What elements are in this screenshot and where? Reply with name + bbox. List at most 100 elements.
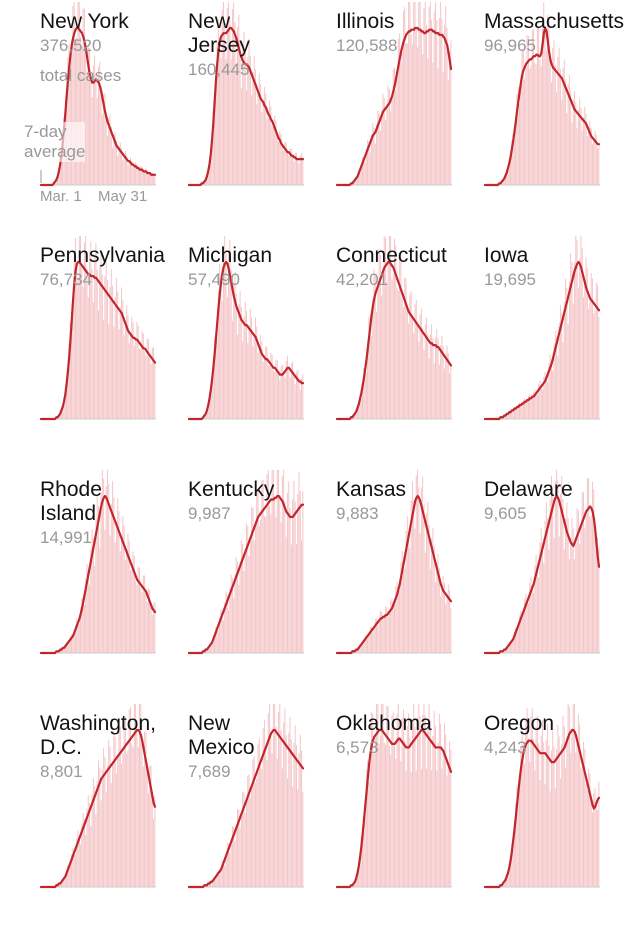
daily-bar bbox=[568, 281, 570, 419]
daily-bar bbox=[289, 148, 291, 185]
seven-day-average-line bbox=[39, 260, 157, 421]
state-chart-pennsylvania: Pennsylvania 76,734 bbox=[39, 234, 188, 468]
daily-bar bbox=[354, 180, 356, 185]
daily-bar bbox=[540, 528, 542, 653]
daily-bar bbox=[78, 2, 80, 185]
state-name: Iowa bbox=[484, 244, 529, 267]
daily-bar bbox=[207, 402, 209, 419]
daily-bar bbox=[426, 768, 427, 887]
daily-bar bbox=[299, 389, 301, 419]
daily-bar bbox=[548, 19, 550, 186]
state-chart-new-jersey: New Jersey 160,445 bbox=[187, 0, 336, 234]
daily-bar bbox=[543, 742, 545, 887]
daily-bar bbox=[287, 355, 288, 419]
daily-bar bbox=[229, 18, 231, 185]
daily-bar bbox=[410, 772, 412, 887]
daily-bar bbox=[548, 745, 550, 887]
daily-bar bbox=[373, 753, 375, 887]
daily-bar bbox=[442, 72, 444, 185]
daily-bar bbox=[68, 865, 70, 887]
daily-bar bbox=[518, 402, 520, 419]
daily-bar bbox=[376, 124, 378, 185]
daily-bar bbox=[504, 648, 506, 653]
daily-bar bbox=[520, 746, 522, 887]
daily-bar bbox=[595, 282, 597, 419]
daily-bar bbox=[258, 526, 260, 653]
daily-bar bbox=[99, 547, 101, 653]
daily-bar bbox=[205, 180, 206, 185]
seven-day-average-line bbox=[39, 494, 157, 655]
state-total-cases: 376,520 bbox=[40, 36, 102, 55]
daily-bar bbox=[249, 308, 251, 419]
daily-bar bbox=[151, 172, 153, 185]
daily-bar bbox=[406, 516, 408, 653]
daily-bar bbox=[565, 767, 567, 887]
daily-bar bbox=[545, 502, 547, 653]
daily-bar bbox=[404, 277, 406, 419]
daily-bar bbox=[211, 384, 213, 419]
daily-bar bbox=[243, 31, 245, 186]
daily-bar bbox=[400, 562, 402, 653]
daily-bar bbox=[217, 871, 219, 887]
daily-bar bbox=[365, 635, 367, 653]
daily-bar bbox=[358, 647, 360, 653]
state-name: New York bbox=[40, 10, 129, 33]
daily-bar bbox=[239, 291, 241, 419]
daily-bars bbox=[350, 2, 452, 186]
daily-bar bbox=[72, 6, 74, 186]
daily-bar bbox=[224, 602, 226, 653]
daily-bar bbox=[112, 285, 114, 419]
sparkline-chart bbox=[483, 470, 601, 655]
daily-bar bbox=[360, 399, 362, 419]
daily-bar bbox=[247, 775, 249, 887]
daily-bar bbox=[400, 261, 402, 419]
daily-bar bbox=[251, 789, 253, 887]
daily-bar bbox=[520, 406, 522, 419]
daily-bar bbox=[391, 715, 393, 887]
daily-bar bbox=[419, 2, 421, 185]
daily-bar bbox=[92, 777, 94, 887]
daily-bar bbox=[105, 486, 107, 653]
daily-bar bbox=[220, 867, 222, 887]
daily-bar bbox=[231, 320, 233, 419]
daily-bar bbox=[272, 370, 274, 419]
daily-bar bbox=[208, 644, 210, 653]
daily-bar bbox=[118, 511, 120, 653]
seven-day-average-line bbox=[335, 728, 453, 889]
daily-bar bbox=[100, 251, 102, 419]
daily-bar bbox=[62, 878, 64, 887]
daily-bar bbox=[86, 71, 88, 185]
daily-bar bbox=[226, 8, 228, 185]
daily-bar bbox=[420, 28, 422, 186]
daily-bar bbox=[90, 77, 92, 185]
state-total-cases: 7,689 bbox=[188, 762, 231, 781]
daily-bar bbox=[108, 118, 110, 185]
daily-bar bbox=[215, 875, 217, 887]
daily-bar bbox=[577, 510, 579, 653]
daily-bar bbox=[589, 773, 591, 887]
daily-bar bbox=[281, 364, 283, 419]
seven-day-average-line bbox=[187, 494, 305, 655]
daily-bar bbox=[226, 297, 228, 419]
daily-bar bbox=[507, 873, 509, 887]
daily-bar bbox=[74, 39, 76, 186]
daily-bar bbox=[113, 731, 115, 887]
daily-bar bbox=[249, 537, 251, 653]
daily-bar bbox=[354, 881, 356, 887]
daily-bar bbox=[449, 51, 451, 185]
daily-bar bbox=[511, 642, 513, 653]
daily-bar bbox=[117, 756, 119, 887]
daily-bar bbox=[212, 879, 214, 887]
daily-bar bbox=[224, 865, 226, 887]
daily-bar bbox=[94, 565, 96, 653]
daily-bar bbox=[267, 364, 269, 419]
daily-bar bbox=[588, 768, 590, 887]
daily-bar bbox=[376, 618, 378, 653]
daily-bar bbox=[572, 704, 574, 887]
daily-bar bbox=[234, 840, 236, 887]
daily-bar bbox=[553, 537, 555, 653]
daily-bar bbox=[76, 37, 78, 185]
daily-bar bbox=[445, 354, 447, 419]
daily-bar bbox=[290, 148, 292, 185]
daily-bar bbox=[589, 299, 591, 419]
